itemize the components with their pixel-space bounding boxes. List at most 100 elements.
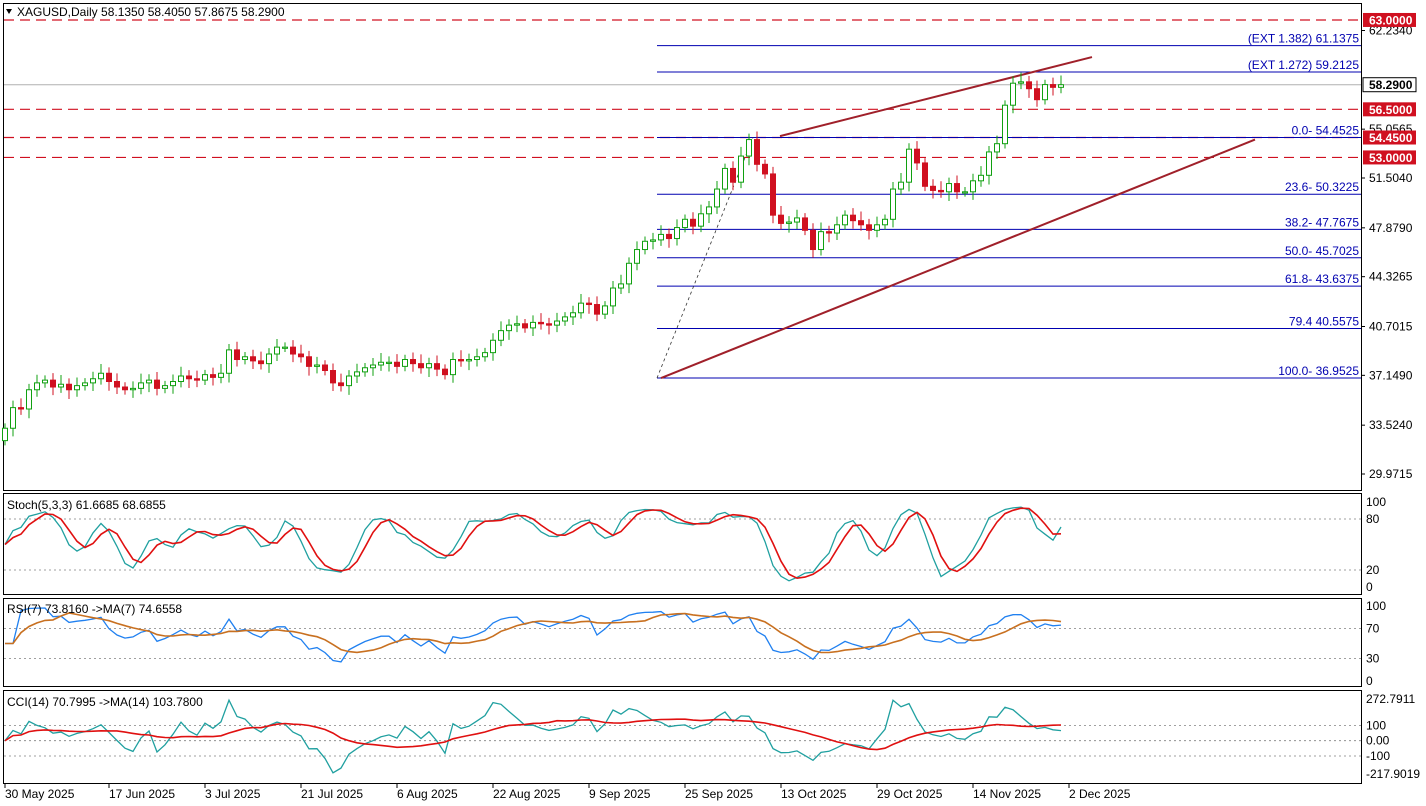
channel-upper-line xyxy=(779,56,1093,138)
candle-body xyxy=(106,372,112,383)
candle-body xyxy=(538,321,544,325)
candle-body xyxy=(818,231,824,251)
candlesticks xyxy=(2,72,1064,446)
candle-body xyxy=(458,359,464,362)
candle-body xyxy=(114,381,120,388)
candle-body xyxy=(786,221,792,224)
candle-body xyxy=(698,213,704,227)
candle-body xyxy=(434,363,440,370)
candle-body xyxy=(258,360,264,365)
cci-title: CCI(14) 70.7995 ->MA(14) 103.7800 xyxy=(7,695,203,709)
time-tick-label: 3 Jul 2025 xyxy=(205,787,261,801)
time-tick-label: 17 Jun 2025 xyxy=(109,787,175,801)
rsi-level-label: 0 xyxy=(1366,674,1373,688)
candle-body xyxy=(522,323,528,329)
fibonacci-retracement[interactable]: (EXT 1.382) 61.1375 (EXT 1.272) 59.2125 0.… xyxy=(656,32,1361,379)
rsi-level-label: 70 xyxy=(1366,622,1380,636)
candle-body xyxy=(1018,81,1024,84)
fib-level-label: 38.2- 47.7675 xyxy=(1285,215,1359,229)
candle-body xyxy=(26,389,32,410)
stoch-level-label: 20 xyxy=(1366,563,1380,577)
candle-body xyxy=(1034,88,1040,101)
time-axis: 30 May 2025 17 Jun 2025 3 Jul 2025 21 Jul 2… xyxy=(4,784,1131,801)
candle-body xyxy=(490,339,496,354)
candle-body xyxy=(66,383,72,391)
candle-body xyxy=(154,379,160,389)
price-tick-label: 37.1490 xyxy=(1369,368,1413,382)
candle-body xyxy=(330,370,336,384)
candle-body xyxy=(634,249,640,264)
stoch-level-label: 80 xyxy=(1366,512,1380,526)
candle-body xyxy=(370,364,376,369)
candle-body xyxy=(618,283,624,289)
candle-body xyxy=(938,189,944,193)
chart-header[interactable]: XAGUSD,Daily 58.1350 58.4050 57.8675 58.… xyxy=(6,5,285,19)
candle-body xyxy=(362,367,368,373)
candle-body xyxy=(610,287,616,307)
candle-body xyxy=(730,167,736,183)
fib-level-label: (EXT 1.382) 61.1375 xyxy=(1248,32,1360,46)
candle-body xyxy=(954,183,960,193)
candle-body xyxy=(706,206,712,215)
candle-body xyxy=(546,323,552,326)
stoch-level-label: 100 xyxy=(1366,495,1386,509)
candle-body xyxy=(354,371,360,377)
cci-main-line xyxy=(4,698,1062,774)
candle-body xyxy=(970,180,976,193)
time-tick-label: 29 Oct 2025 xyxy=(877,787,943,801)
candle-body xyxy=(314,364,320,367)
candle-body xyxy=(466,359,472,362)
candle-body xyxy=(962,191,968,194)
stoch-title: Stoch(5,3,3) 61.6685 68.6855 xyxy=(7,498,166,512)
cci-level-label: 0.00 xyxy=(1366,734,1390,748)
candle-body xyxy=(1002,104,1008,145)
price-tick-label: 40.7015 xyxy=(1369,319,1413,333)
candle-body xyxy=(882,218,888,226)
candle-body xyxy=(162,385,168,389)
candle-body xyxy=(626,262,632,285)
time-tick-label: 21 Jul 2025 xyxy=(301,787,363,801)
level-price-tag-label: 54.4500 xyxy=(1369,131,1413,145)
candle-body xyxy=(290,346,296,355)
stoch-level-label: 0 xyxy=(1366,580,1373,594)
candle-body xyxy=(74,385,80,391)
candle-body xyxy=(482,352,488,358)
candle-body xyxy=(34,382,40,391)
rsi-signal-line xyxy=(5,612,1062,654)
stoch-main-line xyxy=(4,506,1062,582)
cci-level-label: 100 xyxy=(1366,718,1386,732)
candle-body xyxy=(474,356,480,361)
candle-body xyxy=(530,321,536,329)
price-tick-label: 62.2340 xyxy=(1369,24,1413,38)
current-price-tag-label: 58.2900 xyxy=(1369,78,1413,92)
candle-body xyxy=(506,324,512,332)
candle-body xyxy=(762,163,768,175)
candle-body xyxy=(122,386,128,391)
candle-body xyxy=(450,359,456,376)
candle-body xyxy=(282,346,288,349)
level-price-tag xyxy=(1363,130,1416,145)
time-tick-label: 13 Oct 2025 xyxy=(781,787,847,801)
cci-level-label: -100 xyxy=(1366,749,1390,763)
rsi-title: RSI(7) 73.8160 ->MA(7) 74.6558 xyxy=(7,602,182,616)
candle-body xyxy=(658,233,664,241)
price-channel[interactable] xyxy=(660,56,1256,379)
symbol-info: XAGUSD,Daily 58.1350 58.4050 57.8675 58.… xyxy=(17,5,285,19)
candle-body xyxy=(42,379,48,384)
chevron-down-icon[interactable] xyxy=(6,9,12,14)
candle-body xyxy=(178,375,184,383)
level-price-tag xyxy=(1363,12,1416,27)
candle-body xyxy=(274,346,280,355)
fib-trend-line xyxy=(656,137,754,379)
candle-body xyxy=(562,316,568,322)
candle-body xyxy=(90,378,96,384)
fib-level-label: (EXT 1.272) 59.2125 xyxy=(1248,58,1360,72)
price-tick-label: 44.3265 xyxy=(1369,270,1413,284)
candle-body xyxy=(842,214,848,226)
price-tick-label: 51.5040 xyxy=(1369,171,1413,185)
panel-frames xyxy=(3,3,1362,784)
time-tick-label: 14 Nov 2025 xyxy=(973,787,1041,801)
candle-body xyxy=(50,379,56,388)
candle-body xyxy=(218,372,224,378)
